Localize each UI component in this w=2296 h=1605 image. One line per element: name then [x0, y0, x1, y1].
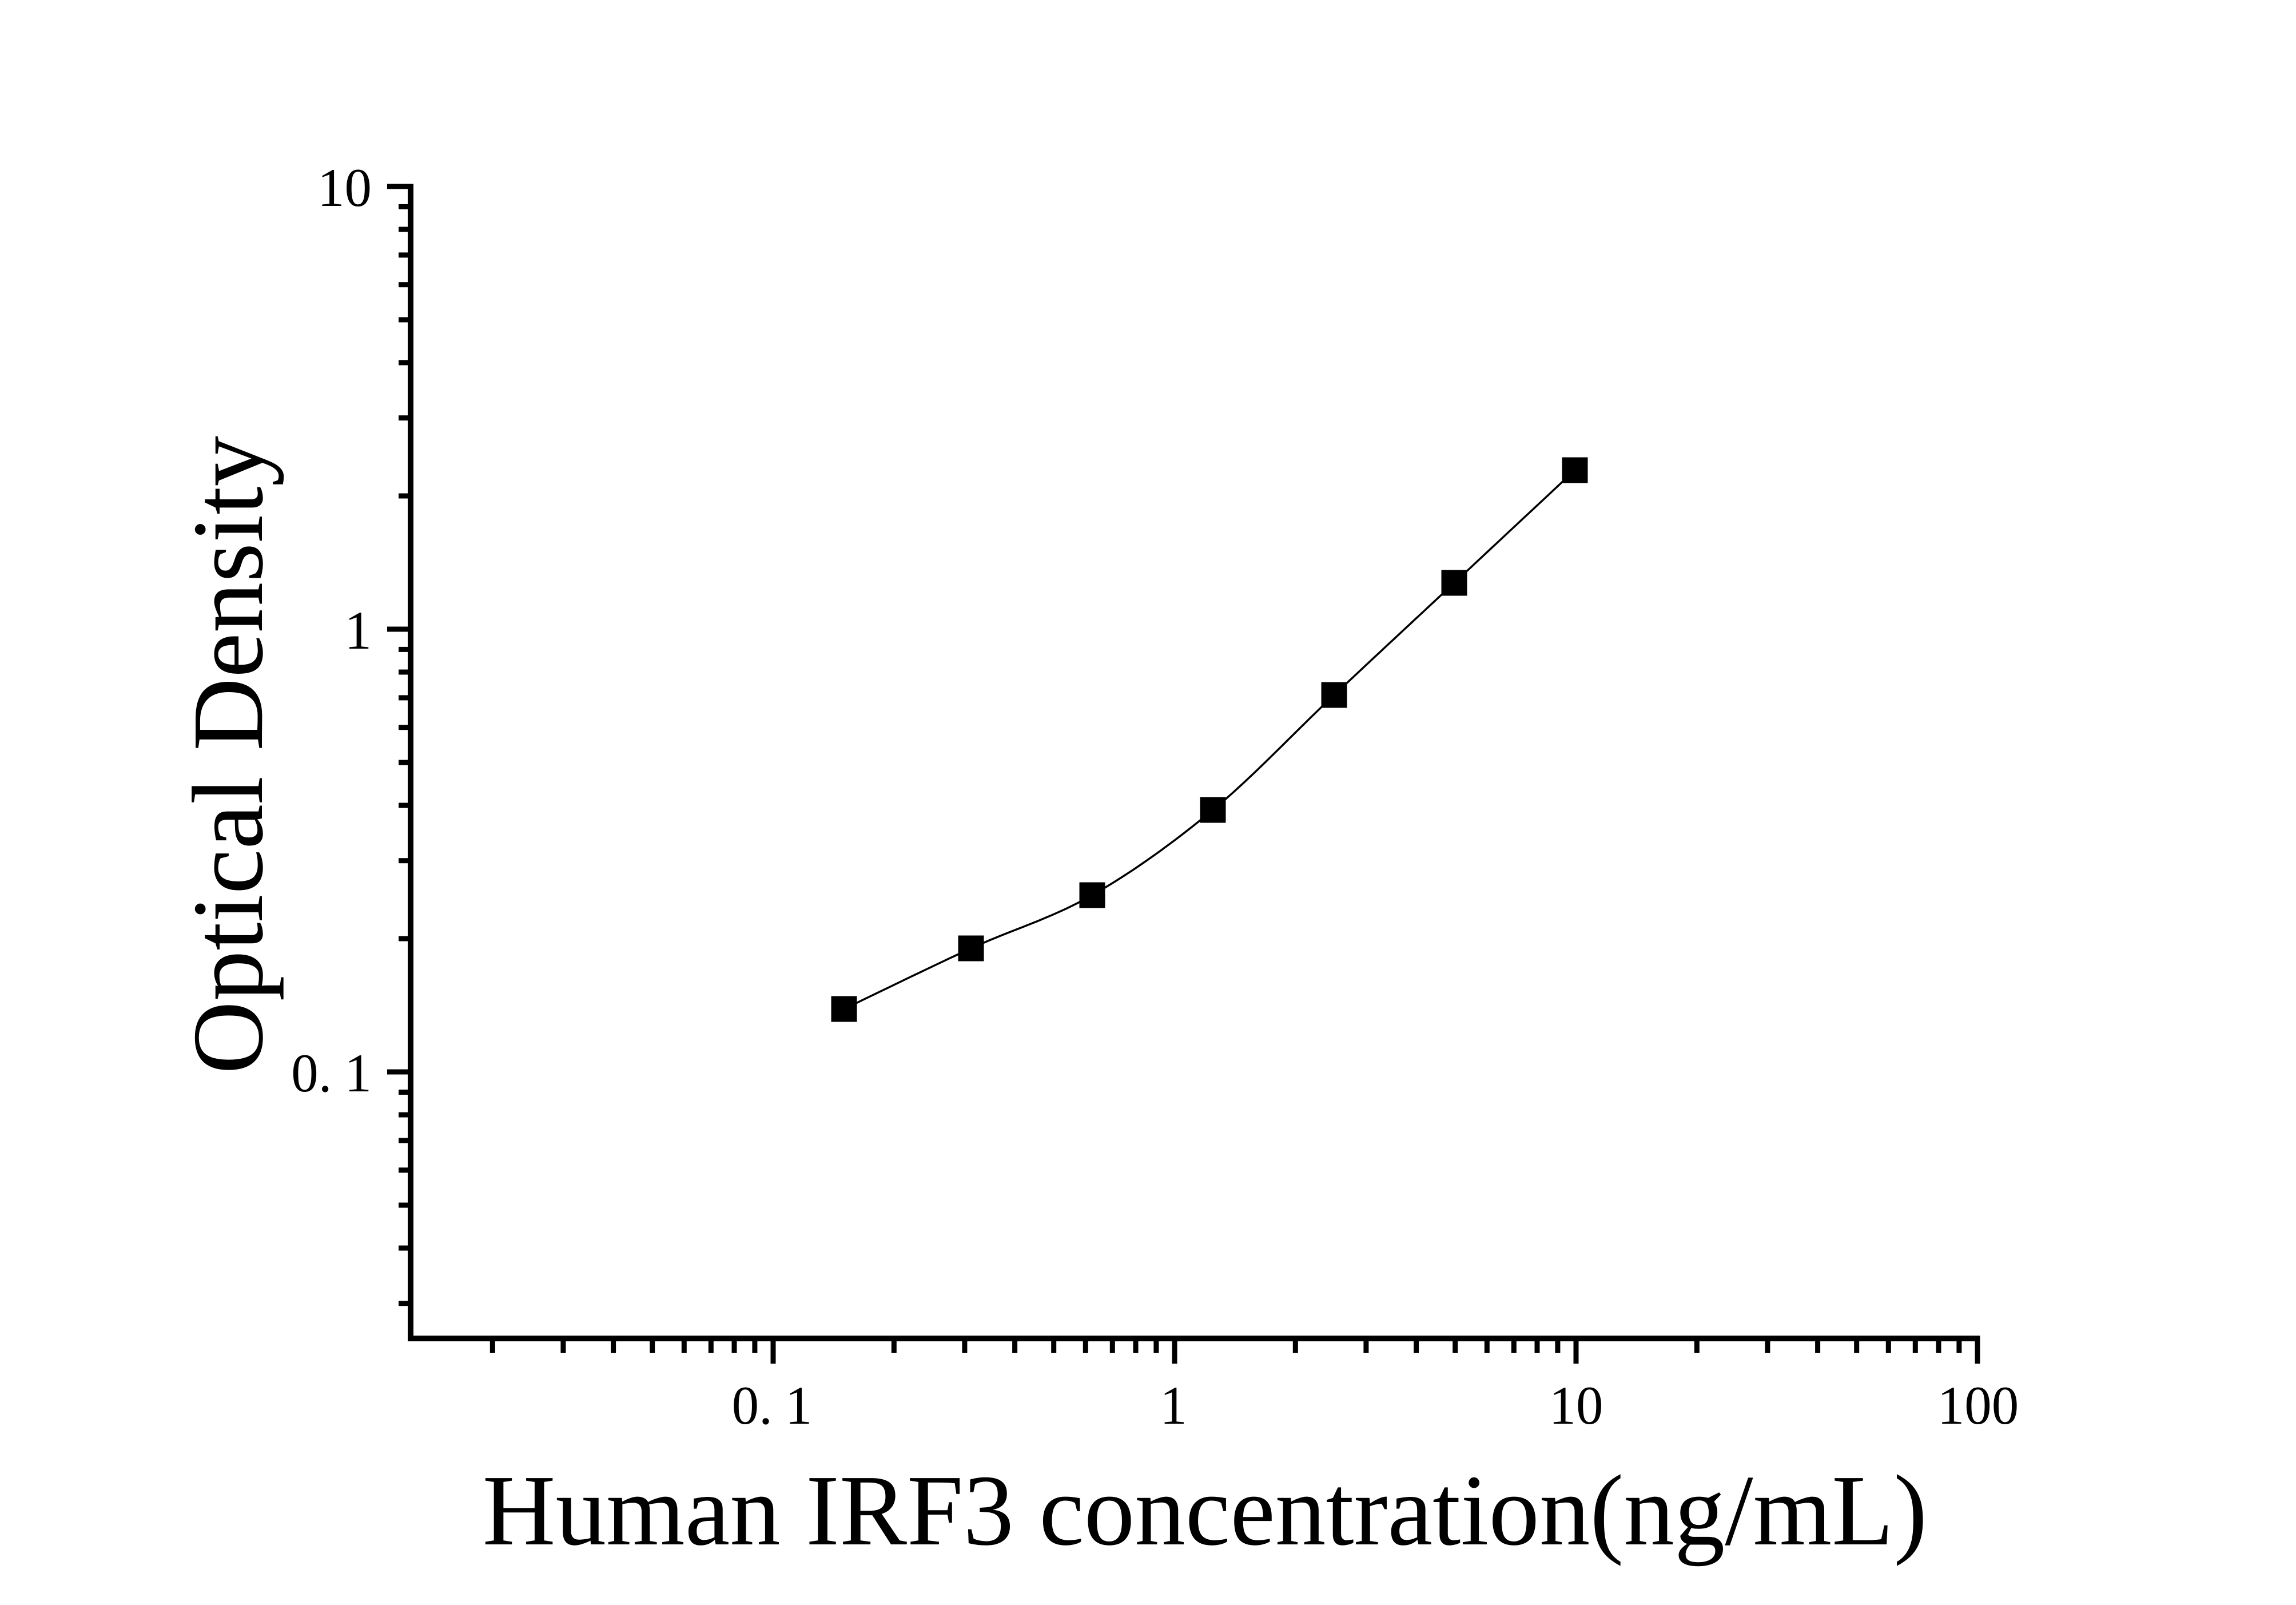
- svg-text:1: 1: [345, 600, 372, 661]
- svg-text:10: 10: [1549, 1375, 1603, 1436]
- svg-text:Optical Density: Optical Density: [172, 436, 284, 1074]
- svg-text:Human IRF3 concentration(ng/mL: Human IRF3 concentration(ng/mL): [483, 1455, 1928, 1567]
- svg-text:0.1: 0. 1: [291, 1043, 372, 1103]
- svg-text:0.1: 0. 1: [732, 1375, 813, 1436]
- svg-text:1: 1: [1160, 1375, 1187, 1436]
- svg-text:10: 10: [317, 157, 372, 218]
- svg-text:100: 100: [1937, 1375, 2019, 1436]
